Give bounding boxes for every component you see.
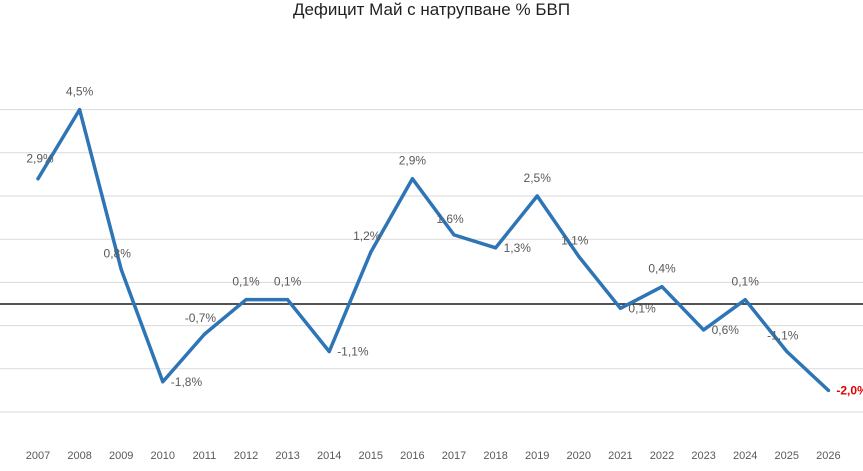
series-line — [36, 107, 831, 393]
data-label: 0,1% — [232, 275, 260, 289]
x-tick-label: 2009 — [109, 450, 133, 462]
x-tick-label: 2020 — [567, 450, 591, 462]
x-tick-label: 2008 — [67, 450, 91, 462]
data-label: 2,9% — [399, 154, 427, 168]
x-tick-label: 2013 — [275, 450, 299, 462]
data-point — [785, 349, 789, 354]
data-point — [452, 233, 456, 237]
data-point — [494, 246, 498, 250]
data-labels: 2,9% 4,5% 0,8% -1,8% -0,7% 0,1% 0,1% -1,1% 1,2% 2… — [26, 85, 863, 398]
x-tick-label: 2012 — [234, 450, 258, 462]
gridlines — [0, 109, 863, 413]
data-point — [410, 177, 414, 181]
data-point — [702, 328, 706, 332]
data-point — [535, 194, 539, 198]
series-line-group — [36, 107, 831, 393]
data-label: -1,8% — [171, 375, 203, 389]
x-tick-label: 2025 — [775, 450, 799, 462]
x-tick-label: 2016 — [400, 450, 424, 462]
data-point — [244, 298, 248, 302]
data-label: 0,1% — [732, 275, 760, 289]
data-point — [826, 388, 831, 392]
data-point — [618, 306, 623, 310]
data-point — [743, 298, 747, 302]
chart-title: Дефицит Май с натрупване % БВП — [292, 0, 571, 19]
x-tick-label: 2015 — [359, 450, 383, 462]
data-label: 0,1% — [274, 275, 302, 289]
data-label: 0,6% — [712, 323, 740, 337]
x-tick-label: 2023 — [691, 450, 715, 462]
x-tick-label: 2017 — [442, 450, 466, 462]
x-tick-label: 2007 — [26, 450, 50, 462]
x-tick-label: 2021 — [608, 450, 632, 462]
x-tick-label: 2022 — [650, 450, 674, 462]
data-point — [119, 267, 123, 272]
data-label: 0,8% — [104, 246, 132, 260]
data-point — [36, 177, 40, 181]
data-point — [286, 298, 290, 302]
data-label: 2,5% — [524, 171, 552, 185]
data-label: 0,1% — [628, 301, 656, 315]
x-tick-label: 2026 — [816, 450, 840, 462]
data-label: 1,1% — [561, 233, 589, 247]
data-label: 1,2% — [353, 229, 381, 243]
x-axis-tick-labels: 2007 2008 2009 2010 2011 2012 2013 2014 2015 2016… — [26, 450, 841, 462]
data-label: -0,7% — [185, 311, 217, 325]
data-label: -1,1% — [337, 345, 369, 359]
data-label: -1,1% — [767, 329, 799, 343]
data-point — [78, 108, 82, 112]
x-tick-label: 2010 — [151, 450, 175, 462]
data-point — [369, 250, 373, 254]
x-tick-label: 2018 — [483, 450, 507, 462]
data-point — [327, 349, 331, 354]
data-point — [202, 332, 206, 336]
data-point — [161, 380, 165, 384]
data-label: 2,9% — [26, 152, 54, 166]
data-point — [577, 254, 581, 259]
data-label: -2,0% — [836, 383, 863, 397]
data-label: 4,5% — [66, 85, 94, 99]
x-tick-label: 2014 — [317, 450, 341, 462]
data-label: 0,4% — [648, 262, 676, 276]
data-label: 1,6% — [436, 212, 464, 226]
data-label: 1,3% — [504, 241, 532, 255]
data-point — [660, 285, 664, 289]
x-tick-label: 2024 — [733, 450, 757, 462]
x-tick-label: 2019 — [525, 450, 549, 462]
x-tick-label: 2011 — [193, 450, 217, 462]
